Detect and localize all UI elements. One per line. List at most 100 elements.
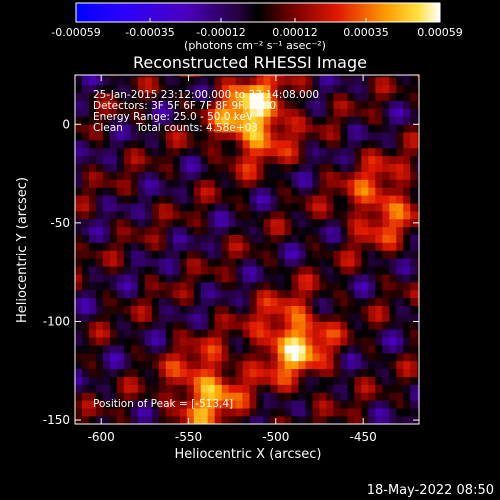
heatmap-cell — [158, 171, 167, 180]
heatmap-cell — [102, 305, 111, 314]
heatmap-cell — [382, 242, 390, 251]
heatmap-cell — [186, 179, 195, 188]
heatmap-cell — [270, 124, 278, 133]
heatmap-cell — [298, 321, 306, 330]
heatmap-cell — [326, 234, 334, 243]
heatmap-cell — [277, 329, 285, 338]
heatmap-cell — [312, 140, 320, 149]
heatmap-cell — [200, 368, 209, 377]
heatmap-cell — [305, 226, 313, 236]
heatmap-cell — [95, 92, 104, 101]
heatmap-cell — [305, 211, 313, 220]
heatmap-cell — [200, 376, 209, 385]
heatmap-cell — [361, 360, 369, 370]
heatmap-cell — [396, 187, 404, 196]
heatmap-cell — [326, 242, 334, 251]
heatmap-cell — [242, 147, 250, 157]
heatmap-cell — [151, 124, 160, 133]
heatmap-cell — [291, 84, 299, 94]
heatmap-cell — [207, 337, 215, 346]
heatmap-cell — [75, 400, 83, 409]
heatmap-cell — [151, 266, 160, 275]
heatmap-cell — [81, 297, 90, 306]
heatmap-cell — [417, 392, 419, 401]
heatmap-cell — [221, 187, 229, 196]
heatmap-cell — [235, 266, 243, 275]
heatmap-cell — [396, 234, 404, 243]
heatmap-cell — [291, 282, 299, 291]
heatmap-cell — [375, 76, 383, 86]
heatmap-cell — [242, 353, 250, 362]
heatmap-cell — [228, 171, 236, 180]
heatmap-cell — [284, 234, 292, 243]
heatmap-cell — [326, 163, 334, 172]
heatmap-cell — [137, 147, 146, 157]
heatmap-cell — [235, 329, 243, 338]
heatmap-cell — [263, 321, 271, 330]
heatmap-cell — [263, 392, 271, 401]
heatmap-cell — [165, 108, 174, 117]
heatmap-cell — [214, 392, 222, 401]
heatmap-cell — [102, 234, 111, 243]
heatmap-cell — [361, 163, 369, 172]
heatmap-cell — [214, 116, 222, 125]
heatmap-cell — [298, 84, 306, 94]
heatmap-cell — [291, 250, 299, 259]
heatmap-cell — [417, 132, 419, 141]
heatmap-cell — [263, 258, 271, 267]
heatmap-cell — [221, 337, 229, 346]
heatmap-cell — [116, 408, 125, 417]
heatmap-cell — [298, 360, 306, 370]
heatmap-cell — [326, 274, 334, 283]
heatmap-cell — [221, 75, 229, 78]
heatmap-cell — [109, 155, 118, 165]
heatmap-cell — [137, 250, 146, 259]
heatmap-cell — [207, 258, 215, 267]
heatmap-cell — [186, 100, 195, 109]
heatmap-cell — [75, 226, 83, 236]
heatmap-cell — [298, 108, 306, 117]
heatmap-cell — [256, 124, 264, 133]
heatmap-cell — [305, 140, 313, 149]
heatmap-cell — [249, 108, 257, 117]
heatmap-cell — [116, 282, 125, 291]
heatmap-cell — [347, 289, 355, 299]
heatmap-cell — [403, 360, 411, 370]
heatmap-cell — [137, 75, 146, 78]
heatmap-cell — [347, 171, 355, 180]
heatmap-cell — [277, 305, 285, 314]
heatmap-cell — [95, 179, 104, 188]
heatmap-cell — [312, 408, 320, 417]
heatmap-cell — [193, 250, 202, 259]
heatmap-cell — [221, 353, 229, 362]
heatmap-cell — [151, 140, 160, 149]
heatmap-cell — [81, 211, 90, 220]
heatmap-cell — [102, 124, 111, 133]
heatmap-cell — [354, 368, 362, 377]
heatmap-cell — [109, 321, 118, 330]
heatmap-cell — [200, 195, 209, 204]
heatmap-cell — [347, 203, 355, 212]
heatmap-cell — [207, 266, 215, 275]
heatmap-cell — [354, 75, 362, 78]
heatmap-cell — [354, 132, 362, 141]
heatmap-cell — [179, 408, 188, 417]
heatmap-cell — [291, 368, 299, 377]
heatmap-cell — [116, 242, 125, 251]
heatmap-cell — [284, 360, 292, 370]
heatmap-cell — [221, 147, 229, 157]
heatmap-cell — [410, 337, 418, 346]
heatmap-cell — [130, 76, 139, 86]
heatmap-cell — [186, 360, 195, 370]
heatmap-cell — [333, 171, 341, 180]
heatmap-cell — [291, 234, 299, 243]
heatmap-cell — [151, 337, 160, 346]
heatmap-cell — [242, 337, 250, 346]
heatmap-cell — [305, 234, 313, 243]
heatmap-cell — [144, 392, 153, 401]
heatmap-cell — [375, 179, 383, 188]
heatmap-cell — [368, 416, 376, 424]
heatmap-cell — [347, 345, 355, 354]
heatmap-cell — [123, 218, 132, 228]
heatmap-cell — [326, 384, 334, 393]
